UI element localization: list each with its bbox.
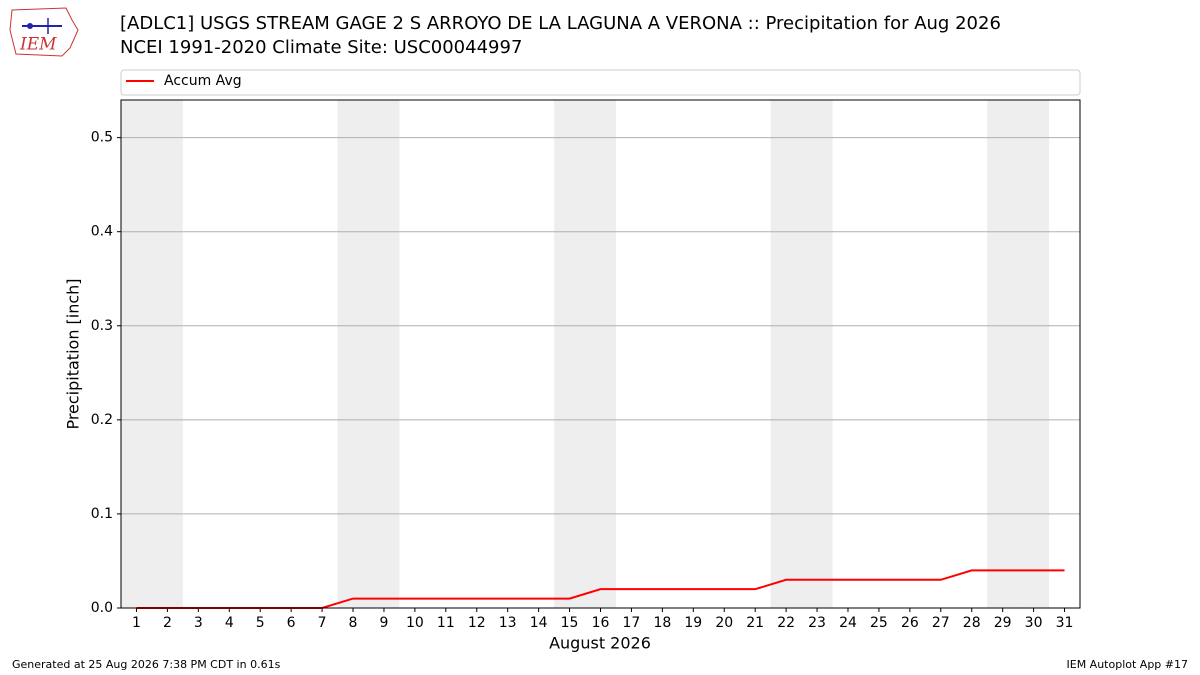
x-tick-label: 6 bbox=[287, 615, 296, 631]
x-tick-label: 4 bbox=[225, 615, 234, 631]
x-tick-label: 24 bbox=[839, 615, 857, 631]
chart-title: [ADLC1] USGS STREAM GAGE 2 S ARROYO DE L… bbox=[120, 13, 1001, 34]
x-tick-label: 13 bbox=[499, 615, 517, 631]
x-tick-label: 26 bbox=[901, 615, 919, 631]
x-tick-label: 25 bbox=[870, 615, 888, 631]
x-tick-label: 29 bbox=[994, 615, 1012, 631]
weekend-band bbox=[337, 100, 369, 608]
y-tick-label: 0.2 bbox=[91, 412, 113, 428]
x-tick-label: 16 bbox=[592, 615, 610, 631]
x-tick-label: 8 bbox=[349, 615, 358, 631]
x-tick-label: 17 bbox=[623, 615, 641, 631]
legend-label: Accum Avg bbox=[164, 73, 242, 89]
y-tick-label: 0.5 bbox=[91, 130, 113, 146]
x-tick-label: 11 bbox=[437, 615, 455, 631]
x-tick-label: 30 bbox=[1025, 615, 1043, 631]
weekend-band bbox=[554, 100, 586, 608]
x-tick-label: 22 bbox=[777, 615, 795, 631]
logo: IEM bbox=[9, 7, 79, 57]
x-tick-label: 1 bbox=[132, 615, 141, 631]
x-tick-label: 27 bbox=[932, 615, 950, 631]
x-tick-label: 31 bbox=[1056, 615, 1074, 631]
x-tick-label: 20 bbox=[715, 615, 733, 631]
x-tick-label: 7 bbox=[318, 615, 327, 631]
chart-subtitle: NCEI 1991-2020 Climate Site: USC00044997 bbox=[120, 37, 522, 58]
weekend-band bbox=[1018, 100, 1050, 608]
x-tick-label: 23 bbox=[808, 615, 826, 631]
x-axis-label: August 2026 bbox=[549, 634, 651, 653]
footer-right: IEM Autoplot App #17 bbox=[1067, 658, 1189, 671]
y-tick-label: 0.4 bbox=[91, 224, 113, 240]
x-tick-label: 2 bbox=[163, 615, 172, 631]
x-tick-label: 12 bbox=[468, 615, 486, 631]
x-tick-label: 3 bbox=[194, 615, 203, 631]
weekend-band bbox=[585, 100, 616, 608]
x-tick-label: 28 bbox=[963, 615, 981, 631]
plot-frame bbox=[120, 99, 1081, 609]
weekend-band bbox=[801, 100, 833, 608]
weekend-band bbox=[121, 100, 152, 608]
x-tick-label: 5 bbox=[256, 615, 265, 631]
y-axis-label: Precipitation [inch] bbox=[64, 278, 83, 429]
x-tick-label: 21 bbox=[746, 615, 764, 631]
x-tick-label: 15 bbox=[561, 615, 579, 631]
y-tick-label: 0.0 bbox=[91, 600, 113, 616]
x-tick-label: 9 bbox=[379, 615, 388, 631]
weekend-band bbox=[770, 100, 802, 608]
logo-text: IEM bbox=[19, 35, 57, 55]
y-tick-label: 0.1 bbox=[91, 506, 113, 522]
x-tick-label: 19 bbox=[684, 615, 702, 631]
x-tick-label: 14 bbox=[530, 615, 548, 631]
legend bbox=[120, 69, 1081, 96]
weekend-band bbox=[151, 100, 183, 608]
weekend-band bbox=[987, 100, 1019, 608]
weekend-band bbox=[368, 100, 400, 608]
footer-left: Generated at 25 Aug 2026 7:38 PM CDT in … bbox=[12, 658, 281, 671]
y-tick-label: 0.3 bbox=[91, 318, 113, 334]
x-tick-label: 18 bbox=[653, 615, 671, 631]
x-tick-label: 10 bbox=[406, 615, 424, 631]
